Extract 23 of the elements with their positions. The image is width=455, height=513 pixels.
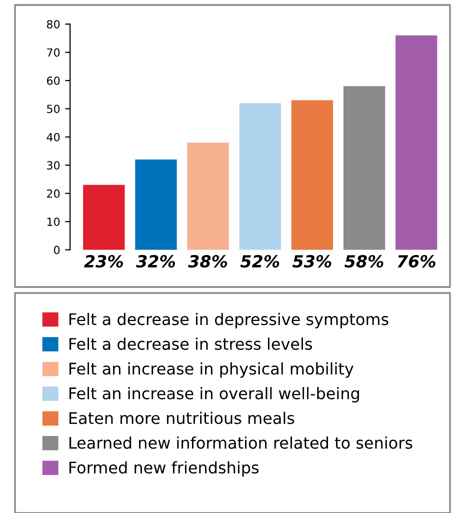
y-tick-label: 60 (46, 76, 60, 85)
legend-label: Eaten more nutritious meals (70, 412, 294, 424)
x-tick-label: 38% (188, 254, 228, 268)
y-tick-label: 10 (47, 218, 60, 226)
y-tick-label: 40 (46, 132, 60, 142)
legend-label: Felt a decrease in depressive symptoms (70, 312, 388, 328)
x-tick-label: 76% (398, 254, 436, 268)
legend-label: Learned new information related to seniors (70, 436, 412, 449)
legend-label: Felt an increase in physical mobility (70, 362, 354, 378)
y-tick-label: 30 (47, 161, 60, 170)
y-tick-label: 70 (47, 48, 60, 57)
legend-label: Felt a decrease in stress levels (70, 338, 312, 350)
y-tick-label: 0 (54, 246, 60, 254)
x-tick-label: 52% (240, 254, 280, 268)
y-tick-label: 20 (47, 189, 60, 198)
x-tick-label: 32% (136, 254, 176, 268)
y-tick-label: 80 (46, 20, 60, 28)
y-tick-label: 50 (47, 104, 60, 114)
x-tick-label: 58% (344, 254, 384, 268)
legend-label: Felt an increase in overall well-being (70, 387, 359, 402)
x-tick-label: 23% (84, 254, 123, 268)
legend-label: Formed new friendships (70, 461, 259, 477)
x-tick-label: 53% (292, 254, 332, 268)
